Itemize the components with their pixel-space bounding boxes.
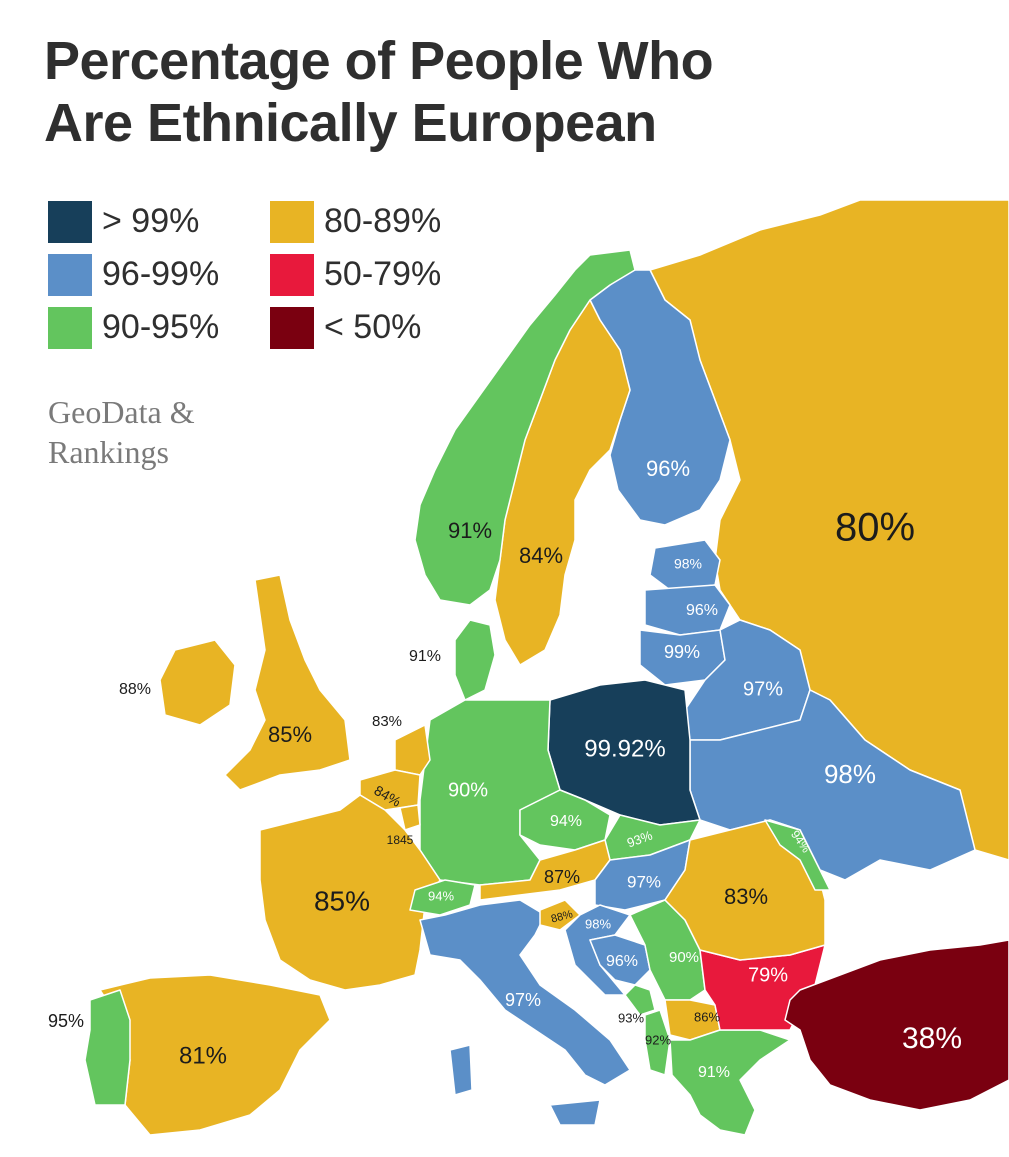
label-bulgaria: 79% bbox=[748, 964, 788, 986]
region-greece bbox=[669, 1029, 791, 1136]
label-greece: 91% bbox=[698, 1064, 730, 1081]
region-portugal bbox=[84, 989, 131, 1106]
region-germany bbox=[419, 699, 561, 886]
legend-item-50-79: 50-79% bbox=[270, 253, 480, 296]
map-title: Percentage of People Who Are Ethnically … bbox=[44, 30, 944, 154]
region-turkey bbox=[784, 939, 1009, 1111]
credit-logo: GeoData & Rankings bbox=[48, 392, 248, 472]
label-poland: 99.92% bbox=[584, 735, 665, 762]
label-italy: 97% bbox=[505, 990, 541, 1010]
legend: > 99% 80-89% 96-99% 50-79% 90-95% < 50% bbox=[48, 200, 488, 349]
label-ireland: 88% bbox=[119, 681, 151, 698]
legend-label: < 50% bbox=[324, 308, 422, 346]
legend-swatch bbox=[48, 200, 92, 243]
label-turkey: 38% bbox=[902, 1022, 962, 1055]
region-slovenia bbox=[539, 899, 581, 931]
region-moldova bbox=[764, 819, 831, 891]
label-sweden: 84% bbox=[519, 543, 563, 568]
legend-item-over-99: > 99% bbox=[48, 200, 270, 243]
label-montenegro: 93% bbox=[618, 1010, 644, 1025]
label-austria: 87% bbox=[544, 867, 580, 887]
label-croatia: 98% bbox=[585, 916, 611, 931]
label-belarus: 97% bbox=[743, 678, 783, 700]
label-uk: 85% bbox=[268, 722, 312, 747]
legend-swatch bbox=[48, 253, 92, 296]
label-netherlands: 83% bbox=[372, 713, 402, 730]
legend-swatch bbox=[48, 306, 92, 349]
label-north-macedonia: 86% bbox=[694, 1009, 720, 1024]
region-luxembourg bbox=[399, 804, 421, 831]
legend-label: > 99% bbox=[102, 202, 200, 240]
region-uk bbox=[224, 574, 351, 791]
legend-swatch bbox=[270, 253, 314, 296]
legend-label: 96-99% bbox=[102, 255, 220, 293]
region-switzerland bbox=[409, 879, 476, 916]
legend-item-80-89: 80-89% bbox=[270, 200, 480, 243]
label-denmark: 91% bbox=[409, 648, 441, 665]
label-france: 85% bbox=[314, 885, 370, 916]
label-hungary: 97% bbox=[627, 872, 661, 891]
label-portugal: 95% bbox=[48, 1011, 84, 1031]
label-norway: 91% bbox=[448, 518, 492, 543]
label-albania: 92% bbox=[645, 1032, 671, 1047]
region-sardinia bbox=[449, 1044, 473, 1096]
legend-swatch bbox=[270, 306, 314, 349]
credit-line-2: Rankings bbox=[48, 434, 169, 470]
credit-line-1: GeoData & bbox=[48, 394, 195, 430]
legend-item-90-95: 90-95% bbox=[48, 306, 270, 349]
region-sicily bbox=[549, 1099, 601, 1126]
label-luxembourg: 1845 bbox=[387, 833, 414, 847]
label-spain: 81% bbox=[179, 1042, 227, 1069]
region-montenegro bbox=[624, 984, 656, 1016]
label-estonia: 98% bbox=[674, 556, 702, 572]
region-netherlands bbox=[394, 724, 431, 776]
label-finland: 96% bbox=[646, 456, 690, 481]
legend-label: 90-95% bbox=[102, 308, 220, 346]
region-bosnia bbox=[589, 934, 651, 986]
legend-item-under-50: < 50% bbox=[270, 306, 480, 349]
region-norway bbox=[414, 249, 636, 606]
legend-swatch bbox=[270, 200, 314, 243]
label-slovenia: 88% bbox=[550, 908, 575, 925]
label-ukraine: 98% bbox=[824, 759, 876, 789]
legend-label: 50-79% bbox=[324, 255, 442, 293]
label-russia: 80% bbox=[835, 506, 915, 550]
region-italy bbox=[419, 899, 631, 1086]
region-labels: 80% 96% 84% 91% 98% 96% 99% 97% 98% 99.9… bbox=[48, 456, 962, 1081]
title-line-1: Percentage of People Who bbox=[44, 31, 714, 91]
label-bosnia: 96% bbox=[606, 953, 638, 970]
label-lithuania: 99% bbox=[664, 642, 700, 662]
legend-label: 80-89% bbox=[324, 202, 442, 240]
region-romania bbox=[664, 819, 826, 961]
legend-item-96-99: 96-99% bbox=[48, 253, 270, 296]
label-czechia: 94% bbox=[550, 813, 582, 830]
region-albania bbox=[644, 1009, 671, 1076]
label-romania: 83% bbox=[724, 884, 768, 909]
label-serbia: 90% bbox=[669, 949, 699, 966]
region-denmark bbox=[454, 619, 496, 701]
label-latvia: 96% bbox=[686, 602, 718, 619]
label-germany: 90% bbox=[448, 779, 488, 801]
label-switzerland: 94% bbox=[428, 888, 454, 903]
title-line-2: Are Ethnically European bbox=[44, 93, 657, 153]
region-ireland bbox=[159, 639, 236, 726]
